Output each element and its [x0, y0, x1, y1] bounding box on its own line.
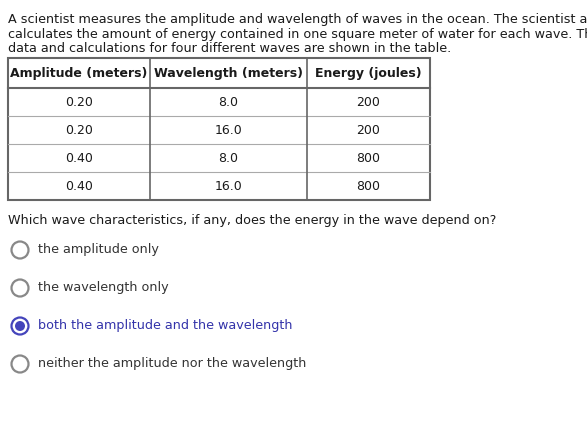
Text: 0.40: 0.40 [65, 151, 93, 165]
Text: 16.0: 16.0 [215, 179, 242, 192]
Text: 200: 200 [356, 96, 380, 109]
Text: 16.0: 16.0 [215, 124, 242, 137]
Text: the amplitude only: the amplitude only [38, 244, 159, 256]
Text: data and calculations for four different waves are shown in the table.: data and calculations for four different… [8, 42, 451, 55]
Text: 800: 800 [356, 151, 380, 165]
Text: both the amplitude and the wavelength: both the amplitude and the wavelength [38, 319, 292, 332]
Text: 8.0: 8.0 [218, 151, 238, 165]
Text: 0.20: 0.20 [65, 96, 93, 109]
Text: A scientist measures the amplitude and wavelength of waves in the ocean. The sci: A scientist measures the amplitude and w… [8, 13, 587, 26]
Text: 0.20: 0.20 [65, 124, 93, 137]
Bar [8, 58, 430, 200]
Text: 0.40: 0.40 [65, 179, 93, 192]
Text: 200: 200 [356, 124, 380, 137]
Circle shape [12, 242, 29, 258]
Text: Wavelength (meters): Wavelength (meters) [154, 66, 303, 80]
Text: the wavelength only: the wavelength only [38, 281, 168, 294]
Text: neither the amplitude nor the wavelength: neither the amplitude nor the wavelength [38, 357, 306, 371]
Text: calculates the amount of energy contained in one square meter of water for each : calculates the amount of energy containe… [8, 27, 587, 41]
Text: 800: 800 [356, 179, 380, 192]
Circle shape [12, 318, 29, 335]
Text: Which wave characteristics, if any, does the energy in the wave depend on?: Which wave characteristics, if any, does… [8, 214, 497, 227]
Text: Amplitude (meters): Amplitude (meters) [11, 66, 148, 80]
Text: Energy (joules): Energy (joules) [315, 66, 422, 80]
Circle shape [12, 355, 29, 373]
Circle shape [15, 321, 25, 331]
Text: 8.0: 8.0 [218, 96, 238, 109]
Circle shape [12, 280, 29, 297]
